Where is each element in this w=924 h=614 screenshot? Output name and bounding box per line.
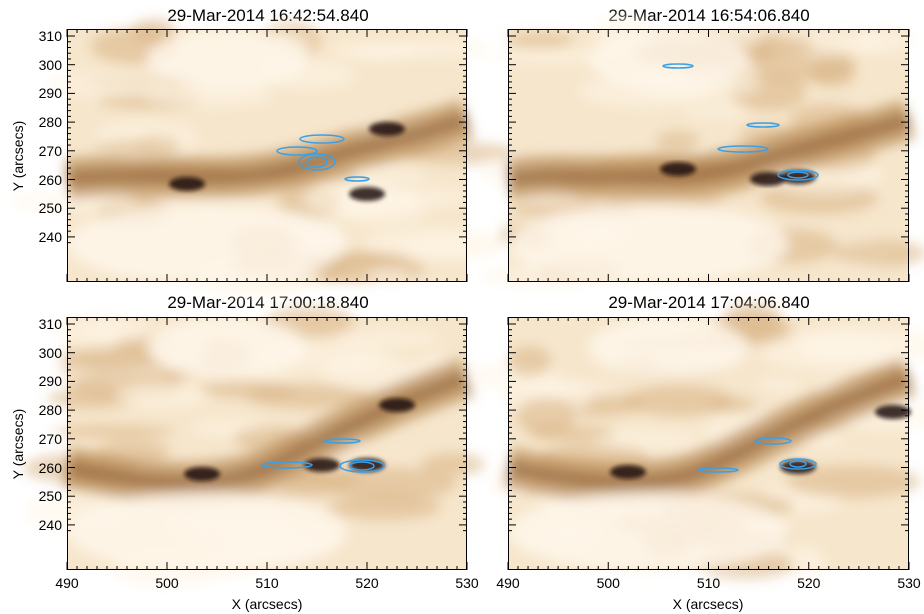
y-tick-label: 310 (38, 28, 62, 44)
y-tick-label: 270 (38, 430, 62, 447)
intensity-contour (299, 134, 345, 144)
dark-kernel (369, 122, 405, 136)
intensity-contour (777, 169, 819, 181)
x-tick-label: 520 (797, 575, 821, 591)
intensity-contour (787, 171, 809, 179)
intensity-contour (276, 146, 318, 156)
x-tick-label: 490 (55, 575, 79, 591)
dark-kernel (379, 398, 415, 412)
y-tick-label: 290 (38, 85, 62, 102)
dark-kernel (184, 467, 220, 481)
x-tick-label: 530 (455, 575, 479, 591)
image-panel-4 (466, 302, 924, 580)
dark-kernel (660, 162, 696, 176)
y-tick-label: 290 (38, 373, 62, 390)
image-panel-2 (480, 15, 924, 287)
y-tick-label: 310 (38, 316, 62, 332)
panel-title-4: 29-Mar-2014 17:04:06.840 (608, 293, 810, 312)
y-tick-label: 250 (38, 488, 62, 505)
intensity-contour (339, 459, 385, 473)
y-tick-label: 250 (38, 200, 62, 217)
intensity-contour (662, 63, 694, 69)
y-axis-label-top: Y (arcsecs) (10, 120, 26, 192)
intensity-contour (746, 122, 780, 128)
y-tick-label: 300 (38, 344, 62, 361)
dark-kernel (750, 172, 786, 186)
x-tick-label: 500 (596, 575, 620, 591)
y-tick-label: 260 (38, 459, 62, 476)
dark-kernel (349, 187, 385, 201)
intensity-contour (717, 145, 769, 153)
x-tick-label: 490 (496, 575, 520, 591)
y-tick-label: 240 (38, 228, 62, 245)
x-tick-label: 500 (155, 575, 179, 591)
dark-kernel (610, 465, 646, 479)
panel-title-2: 29-Mar-2014 16:54:06.840 (608, 6, 810, 25)
x-tick-label: 510 (255, 575, 279, 591)
x-axis-label-right: X (arcsecs) (672, 596, 744, 612)
y-tick-label: 240 (38, 516, 62, 533)
intensity-contour (298, 153, 336, 171)
y-axis-label-bottom: Y (arcsecs) (10, 408, 26, 480)
dark-kernel (169, 177, 205, 191)
intensity-contour (323, 438, 361, 444)
intensity-contour (261, 461, 313, 469)
x-tick-label: 520 (355, 575, 379, 591)
intensity-contour (344, 176, 370, 182)
image-panel-3 (23, 306, 485, 588)
dark-kernel (875, 405, 911, 419)
intensity-contour (697, 467, 739, 473)
image-panel-1 (9, 18, 524, 297)
intensity-contour (306, 156, 328, 168)
intensity-contour (789, 460, 807, 468)
intensity-contour (754, 437, 792, 445)
y-tick-label: 270 (38, 142, 62, 159)
intensity-contour (779, 458, 817, 470)
panel-title-1: 29-Mar-2014 16:42:54.840 (167, 6, 369, 25)
y-tick-label: 280 (38, 114, 62, 131)
y-tick-label: 300 (38, 56, 62, 73)
dark-kernel (304, 458, 340, 472)
y-tick-label: 260 (38, 171, 62, 188)
x-tick-label: 530 (897, 575, 921, 591)
y-tick-label: 280 (38, 402, 62, 419)
x-tick-label: 510 (696, 575, 721, 591)
intensity-contour (349, 461, 375, 471)
x-axis-label-left: X (arcsecs) (231, 596, 303, 612)
